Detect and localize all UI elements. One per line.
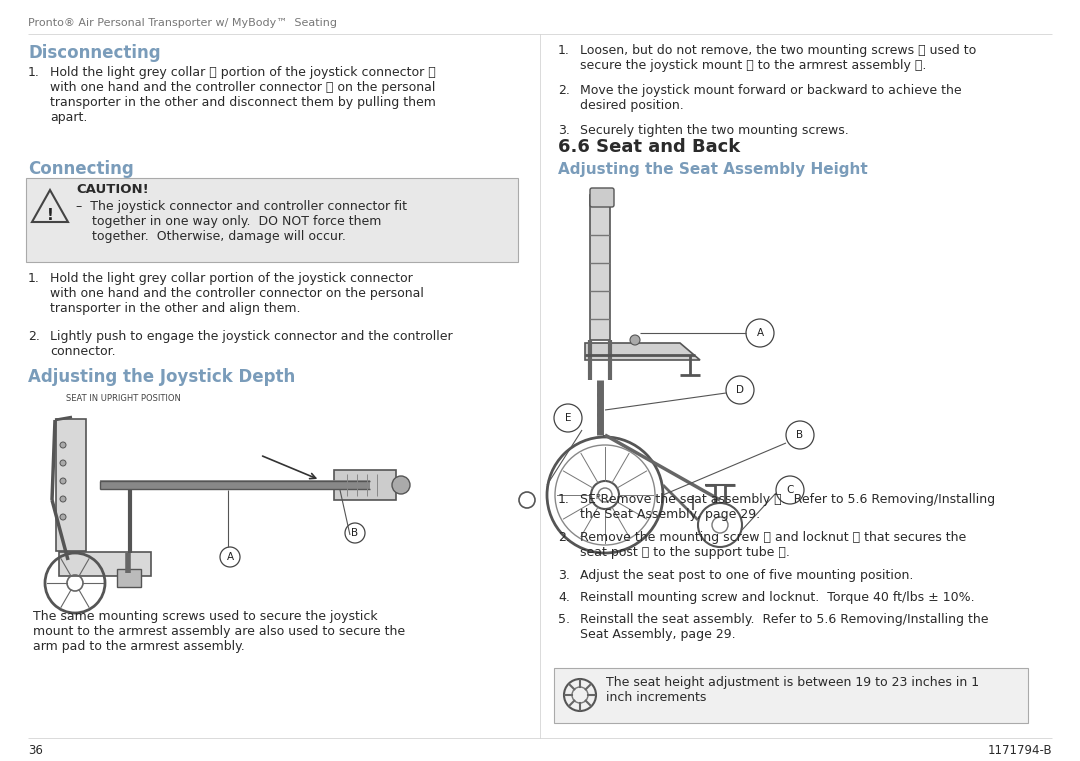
Text: Disconnecting: Disconnecting	[28, 44, 161, 62]
Circle shape	[630, 335, 640, 345]
Text: C: C	[786, 485, 794, 495]
Circle shape	[597, 383, 603, 387]
FancyBboxPatch shape	[26, 178, 518, 262]
Text: 4.: 4.	[558, 591, 570, 604]
Text: The same mounting screws used to secure the joystick
mount to the armrest assemb: The same mounting screws used to secure …	[33, 610, 405, 653]
Text: Hold the light grey collar Ⓐ portion of the joystick connector Ⓑ
with one hand a: Hold the light grey collar Ⓐ portion of …	[50, 66, 436, 124]
FancyBboxPatch shape	[117, 569, 141, 587]
Text: 3.: 3.	[558, 124, 570, 137]
Text: Move the joystick mount forward or backward to achieve the
desired position.: Move the joystick mount forward or backw…	[580, 84, 961, 112]
Text: D: D	[735, 385, 744, 395]
Text: 1.: 1.	[558, 493, 570, 506]
Circle shape	[60, 514, 66, 520]
Circle shape	[60, 442, 66, 448]
Text: 5.: 5.	[558, 613, 570, 626]
Text: Lightly push to engage the joystick connector and the controller
connector.: Lightly push to engage the joystick conn…	[50, 330, 453, 358]
Text: 3.: 3.	[558, 569, 570, 582]
Text: Adjust the seat post to one of five mounting position.: Adjust the seat post to one of five moun…	[580, 569, 914, 582]
Circle shape	[597, 403, 603, 407]
Polygon shape	[585, 343, 700, 360]
Text: 2.: 2.	[558, 84, 570, 97]
Text: Loosen, but do not remove, the two mounting screws Ⓐ used to
secure the joystick: Loosen, but do not remove, the two mount…	[580, 44, 976, 72]
Text: Adjusting the Seat Assembly Height: Adjusting the Seat Assembly Height	[558, 162, 867, 177]
Text: 1171794-B: 1171794-B	[987, 744, 1052, 757]
Text: 6.6 Seat and Back: 6.6 Seat and Back	[558, 138, 740, 156]
Text: Adjusting the Joystick Depth: Adjusting the Joystick Depth	[28, 368, 295, 386]
Text: CAUTION!: CAUTION!	[76, 183, 149, 196]
Circle shape	[597, 422, 603, 428]
Text: Pronto® Air Personal Transporter w/ MyBody™  Seating: Pronto® Air Personal Transporter w/ MyBo…	[28, 18, 337, 28]
FancyBboxPatch shape	[590, 188, 615, 207]
Text: SEᴾRemove the seat assembly Ⓐ.  Refer to 5.6 Removing/Installing
the Seat Assemb: SEᴾRemove the seat assembly Ⓐ. Refer to …	[580, 493, 995, 521]
Text: 2.: 2.	[28, 330, 40, 343]
Circle shape	[60, 460, 66, 466]
Circle shape	[60, 478, 66, 484]
FancyBboxPatch shape	[334, 470, 396, 500]
Text: A: A	[227, 552, 233, 562]
Circle shape	[392, 476, 410, 494]
Text: 1.: 1.	[28, 272, 40, 285]
Text: SEAT IN UPRIGHT POSITION: SEAT IN UPRIGHT POSITION	[66, 394, 180, 403]
Text: The seat height adjustment is between 19 to 23 inches in 1
inch increments: The seat height adjustment is between 19…	[606, 676, 980, 704]
Circle shape	[597, 412, 603, 418]
Text: B: B	[796, 430, 804, 440]
FancyBboxPatch shape	[59, 552, 151, 576]
Circle shape	[60, 496, 66, 502]
Circle shape	[597, 393, 603, 397]
Text: Hold the light grey collar portion of the joystick connector
with one hand and t: Hold the light grey collar portion of th…	[50, 272, 423, 315]
Text: 1.: 1.	[558, 44, 570, 57]
Text: 36: 36	[28, 744, 43, 757]
FancyBboxPatch shape	[56, 419, 86, 551]
Text: Reinstall mounting screw and locknut.  Torque 40 ft/lbs ± 10%.: Reinstall mounting screw and locknut. To…	[580, 591, 974, 604]
Polygon shape	[590, 195, 610, 340]
Text: A: A	[756, 328, 764, 338]
Text: Connecting: Connecting	[28, 160, 134, 178]
Text: –  The joystick connector and controller connector fit
    together in one way o: – The joystick connector and controller …	[76, 200, 407, 243]
Text: B: B	[351, 528, 359, 538]
Text: 1.: 1.	[28, 66, 40, 79]
Text: 2.: 2.	[558, 531, 570, 544]
FancyBboxPatch shape	[554, 668, 1028, 723]
Text: E: E	[565, 413, 571, 423]
Text: Reinstall the seat assembly.  Refer to 5.6 Removing/Installing the
Seat Assembly: Reinstall the seat assembly. Refer to 5.…	[580, 613, 988, 641]
Text: Securely tighten the two mounting screws.: Securely tighten the two mounting screws…	[580, 124, 849, 137]
Text: Remove the mounting screw Ⓑ and locknut Ⓒ that secures the
seat post ⓓ to the su: Remove the mounting screw Ⓑ and locknut …	[580, 531, 967, 559]
Text: !: !	[46, 208, 53, 222]
